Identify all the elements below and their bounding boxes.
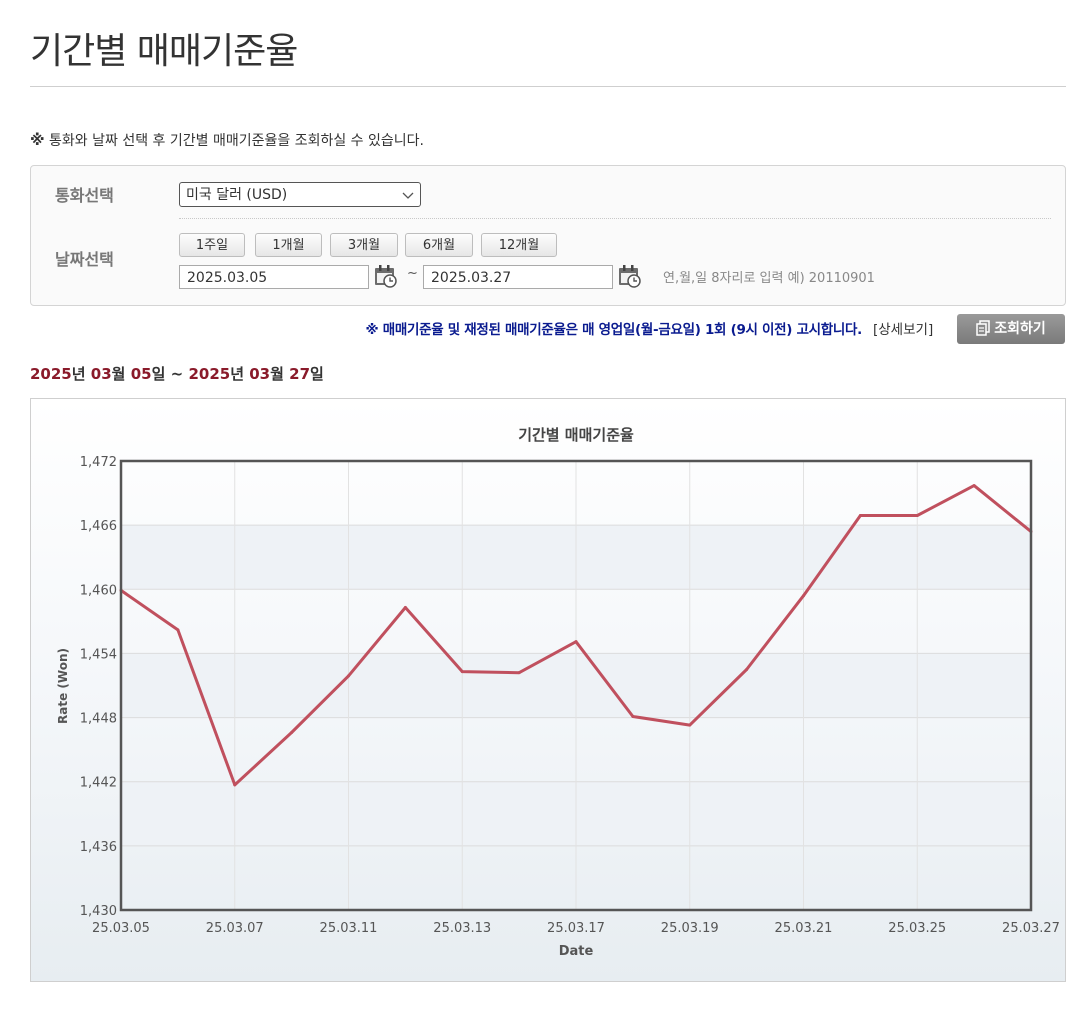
y-tick-label: 1,472	[80, 455, 117, 470]
range-end-month: 03	[249, 365, 271, 383]
data-point	[631, 715, 635, 719]
filter-panel: 통화선택 미국 달러 (USD) 날짜선택 1주일 1개월 3개월 6개월 12…	[30, 165, 1066, 306]
y-tick-label: 1,448	[80, 712, 117, 727]
range-unit: 월	[111, 365, 126, 383]
currency-select-value: 미국 달러 (USD)	[186, 187, 288, 203]
range-separator: ~	[170, 365, 184, 383]
x-tick-label: 25.03.05	[92, 921, 150, 936]
x-tick-label: 25.03.19	[661, 921, 719, 936]
plot-frame	[119, 459, 1033, 912]
currency-select[interactable]: 미국 달러 (USD)	[179, 182, 421, 207]
announcement-text: ※ 매매기준율 및 재정된 매매기준율은 매 영업일(월-금요일) 1회 (9시…	[365, 322, 863, 338]
start-date-input[interactable]: 2025.03.05	[179, 265, 369, 289]
data-point	[176, 628, 180, 632]
x-tick-label: 25.03.27	[1002, 921, 1060, 936]
data-point	[972, 484, 976, 488]
y-axis-label: Rate (Won)	[56, 648, 70, 724]
detail-link[interactable]: [상세보기]	[873, 322, 934, 338]
data-point	[347, 674, 350, 678]
x-tick-label: 25.03.21	[775, 921, 833, 936]
calendar-icon[interactable]	[618, 264, 642, 288]
rate-line-chart: 기간별 매매기준율 1,430 1,436 1,442 1,448 1,454 1,460…	[56, 426, 1060, 959]
data-point	[290, 731, 294, 735]
chart-title: 기간별 매매기준율	[518, 426, 634, 444]
period-button-6months[interactable]: 6개월	[405, 233, 473, 257]
range-start-day: 05	[130, 365, 152, 383]
calendar-icon[interactable]	[374, 264, 398, 288]
range-end-year: 2025	[188, 365, 231, 383]
data-point	[688, 723, 692, 727]
y-tick-label: 1,442	[80, 776, 117, 791]
search-button-label: 조회하기	[994, 321, 1046, 337]
x-axis-label: Date	[559, 944, 594, 959]
range-unit: 월	[270, 365, 284, 383]
notice-text: ※ 통화와 날짜 선택 후 기간별 매매기준율을 조회하실 수 있습니다.	[30, 129, 424, 152]
page-title: 기간별 매매기준율	[30, 31, 298, 72]
range-end-day: 27	[289, 365, 311, 383]
data-point	[403, 605, 407, 609]
range-unit: 년	[71, 365, 86, 383]
data-point	[802, 594, 805, 598]
notice-mark: ※	[30, 131, 45, 149]
end-date-input[interactable]: 2025.03.27	[423, 265, 613, 289]
date-format-hint: 연,월,일 8자리로 입력 예) 20110901	[663, 271, 875, 286]
document-icon	[976, 320, 990, 336]
x-tick-label: 25.03.11	[320, 921, 378, 936]
x-tick-label: 25.03.13	[433, 921, 491, 936]
range-unit: 년	[230, 365, 245, 383]
y-tick-label: 1,460	[80, 583, 117, 598]
range-unit: 일	[310, 365, 324, 383]
y-tick-label: 1,430	[80, 904, 117, 919]
date-label: 날짜선택	[55, 250, 114, 269]
period-button-1week[interactable]: 1주일	[179, 233, 245, 257]
period-button-1month[interactable]: 1개월	[255, 233, 322, 257]
period-button-12months[interactable]: 12개월	[481, 233, 557, 257]
data-point	[517, 671, 521, 675]
data-point	[574, 640, 578, 644]
chart-panel: 기간별 매매기준율 1,430 1,436 1,442 1,448 1,454 1,460…	[30, 398, 1066, 982]
x-tick-label: 25.03.07	[206, 921, 264, 936]
data-point	[915, 514, 919, 518]
row-divider	[179, 218, 1051, 219]
y-tick-label: 1,466	[80, 519, 117, 534]
data-point	[745, 667, 749, 671]
data-point	[460, 670, 464, 674]
title-divider	[30, 86, 1066, 87]
x-tick-label: 25.03.17	[547, 921, 605, 936]
y-tick-label: 1,454	[80, 647, 117, 662]
data-point	[858, 514, 862, 518]
range-unit: 일	[151, 365, 166, 383]
currency-label: 통화선택	[55, 186, 114, 205]
data-point	[233, 783, 237, 787]
x-tick-label: 25.03.25	[888, 921, 946, 936]
notice-message: 통화와 날짜 선택 후 기간별 매매기준율을 조회하실 수 있습니다.	[49, 133, 424, 149]
date-range-tilde: ~	[407, 266, 418, 281]
chevron-down-icon	[402, 183, 414, 217]
selected-range: 2025년 03월 05일 ~ 2025년 03월 27일	[30, 363, 324, 384]
y-tick-label: 1,436	[80, 840, 117, 855]
search-button[interactable]: 조회하기	[957, 314, 1065, 344]
range-start-month: 03	[90, 365, 112, 383]
range-start-year: 2025	[30, 365, 72, 383]
period-button-3months[interactable]: 3개월	[330, 233, 398, 257]
